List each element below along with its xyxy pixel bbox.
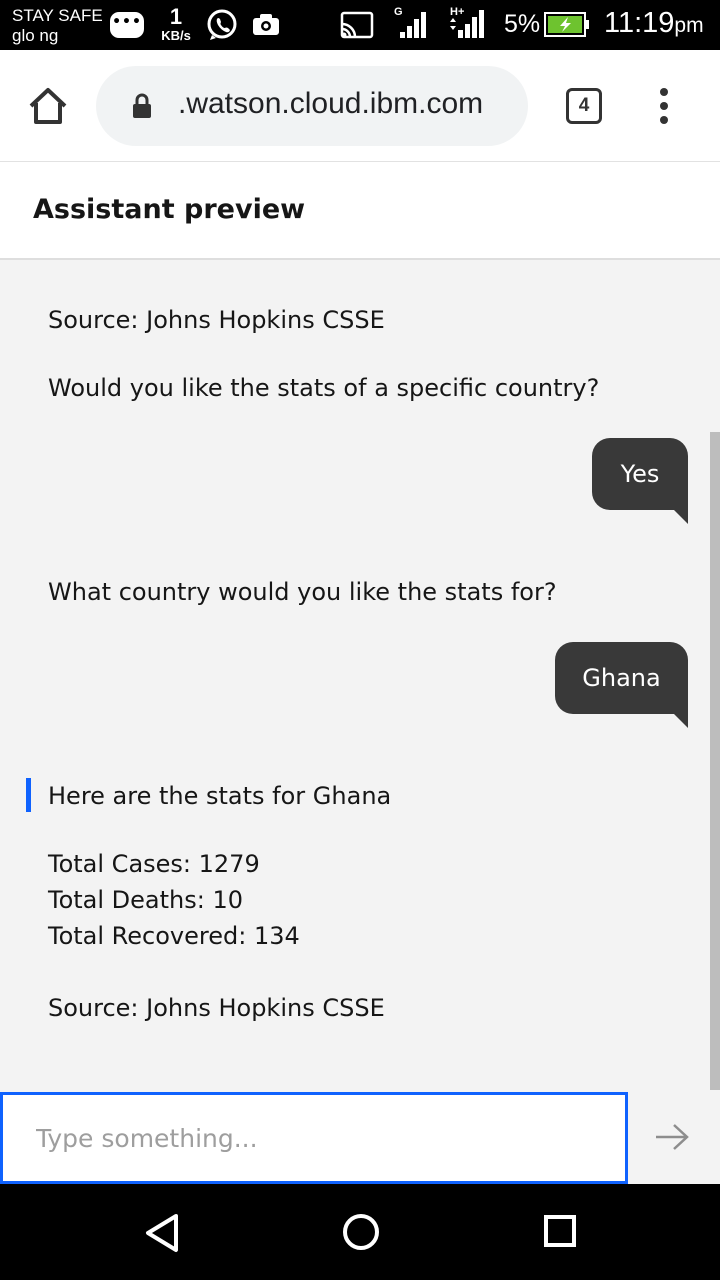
clock: 11:19pm — [604, 7, 704, 40]
message-focus-indicator — [26, 778, 31, 812]
clock-suffix: pm — [674, 14, 704, 37]
signal-icon — [400, 12, 426, 38]
signal-icon — [450, 10, 484, 38]
chat-scrollbar[interactable] — [710, 432, 720, 1090]
browser-toolbar: .watson.cloud.ibm.com 4 — [0, 50, 720, 162]
tab-count: 4 — [578, 95, 590, 116]
overflow-menu-icon[interactable] — [650, 86, 678, 126]
network-speed-value: 1 — [169, 4, 183, 29]
battery-charging-icon — [544, 12, 589, 37]
message-input[interactable] — [0, 1092, 628, 1184]
home-circle-icon[interactable] — [341, 1212, 381, 1252]
back-icon[interactable] — [142, 1212, 182, 1254]
signal-strength-2: H+ — [446, 6, 488, 42]
message-composer — [0, 1090, 720, 1184]
bot-message-source-bottom: Source: Johns Hopkins CSSE — [48, 994, 385, 1022]
carrier-line-2: glo ng — [12, 26, 59, 45]
bot-message-source-top: Source: Johns Hopkins CSSE — [48, 306, 385, 334]
network-speed-unit: KB/s — [161, 28, 191, 43]
address-bar[interactable]: .watson.cloud.ibm.com — [96, 66, 528, 146]
carrier-label: STAY SAFE glo ng — [12, 6, 103, 46]
page-title: Assistant preview — [33, 194, 306, 225]
chat-bubble-icon — [110, 12, 144, 38]
bot-message-total-cases: Total Cases: 1279 — [48, 850, 260, 878]
user-message-yes: Yes — [592, 438, 688, 524]
assistant-header: Assistant preview — [0, 162, 720, 260]
user-message-text: Yes — [620, 460, 660, 488]
clock-time: 11:19 — [604, 7, 675, 39]
whatsapp-icon — [207, 9, 237, 40]
network-type-2: H+ — [450, 6, 465, 18]
bot-message-country-question: Would you like the stats of a specific c… — [48, 374, 600, 402]
send-arrow-icon[interactable] — [652, 1120, 692, 1154]
network-speed: 1 KB/s — [156, 4, 196, 43]
url-text[interactable]: .watson.cloud.ibm.com — [178, 87, 484, 120]
cast-icon — [340, 11, 374, 39]
carrier-line-1: STAY SAFE — [12, 6, 103, 25]
recent-apps-icon[interactable] — [543, 1214, 577, 1248]
status-bar: STAY SAFE glo ng 1 KB/s G H+ — [0, 0, 720, 50]
network-type-1: G — [394, 6, 403, 18]
bot-message-total-recovered: Total Recovered: 134 — [48, 922, 300, 950]
lock-icon — [133, 93, 151, 118]
user-message-ghana: Ghana — [555, 642, 688, 728]
home-icon[interactable] — [26, 84, 70, 128]
tabs-icon[interactable]: 4 — [566, 88, 602, 124]
battery-percent: 5% — [504, 10, 541, 38]
video-camera-icon — [253, 14, 279, 35]
signal-strength-1: G — [392, 6, 430, 42]
chat-transcript[interactable]: Source: Johns Hopkins CSSE Would you lik… — [0, 260, 720, 1090]
bot-message-which-country: What country would you like the stats fo… — [48, 578, 557, 606]
bot-message-total-deaths: Total Deaths: 10 — [48, 886, 244, 914]
bot-message-stats-intro: Here are the stats for Ghana — [48, 782, 392, 810]
system-navigation-bar — [0, 1184, 720, 1280]
user-message-text: Ghana — [582, 664, 661, 692]
